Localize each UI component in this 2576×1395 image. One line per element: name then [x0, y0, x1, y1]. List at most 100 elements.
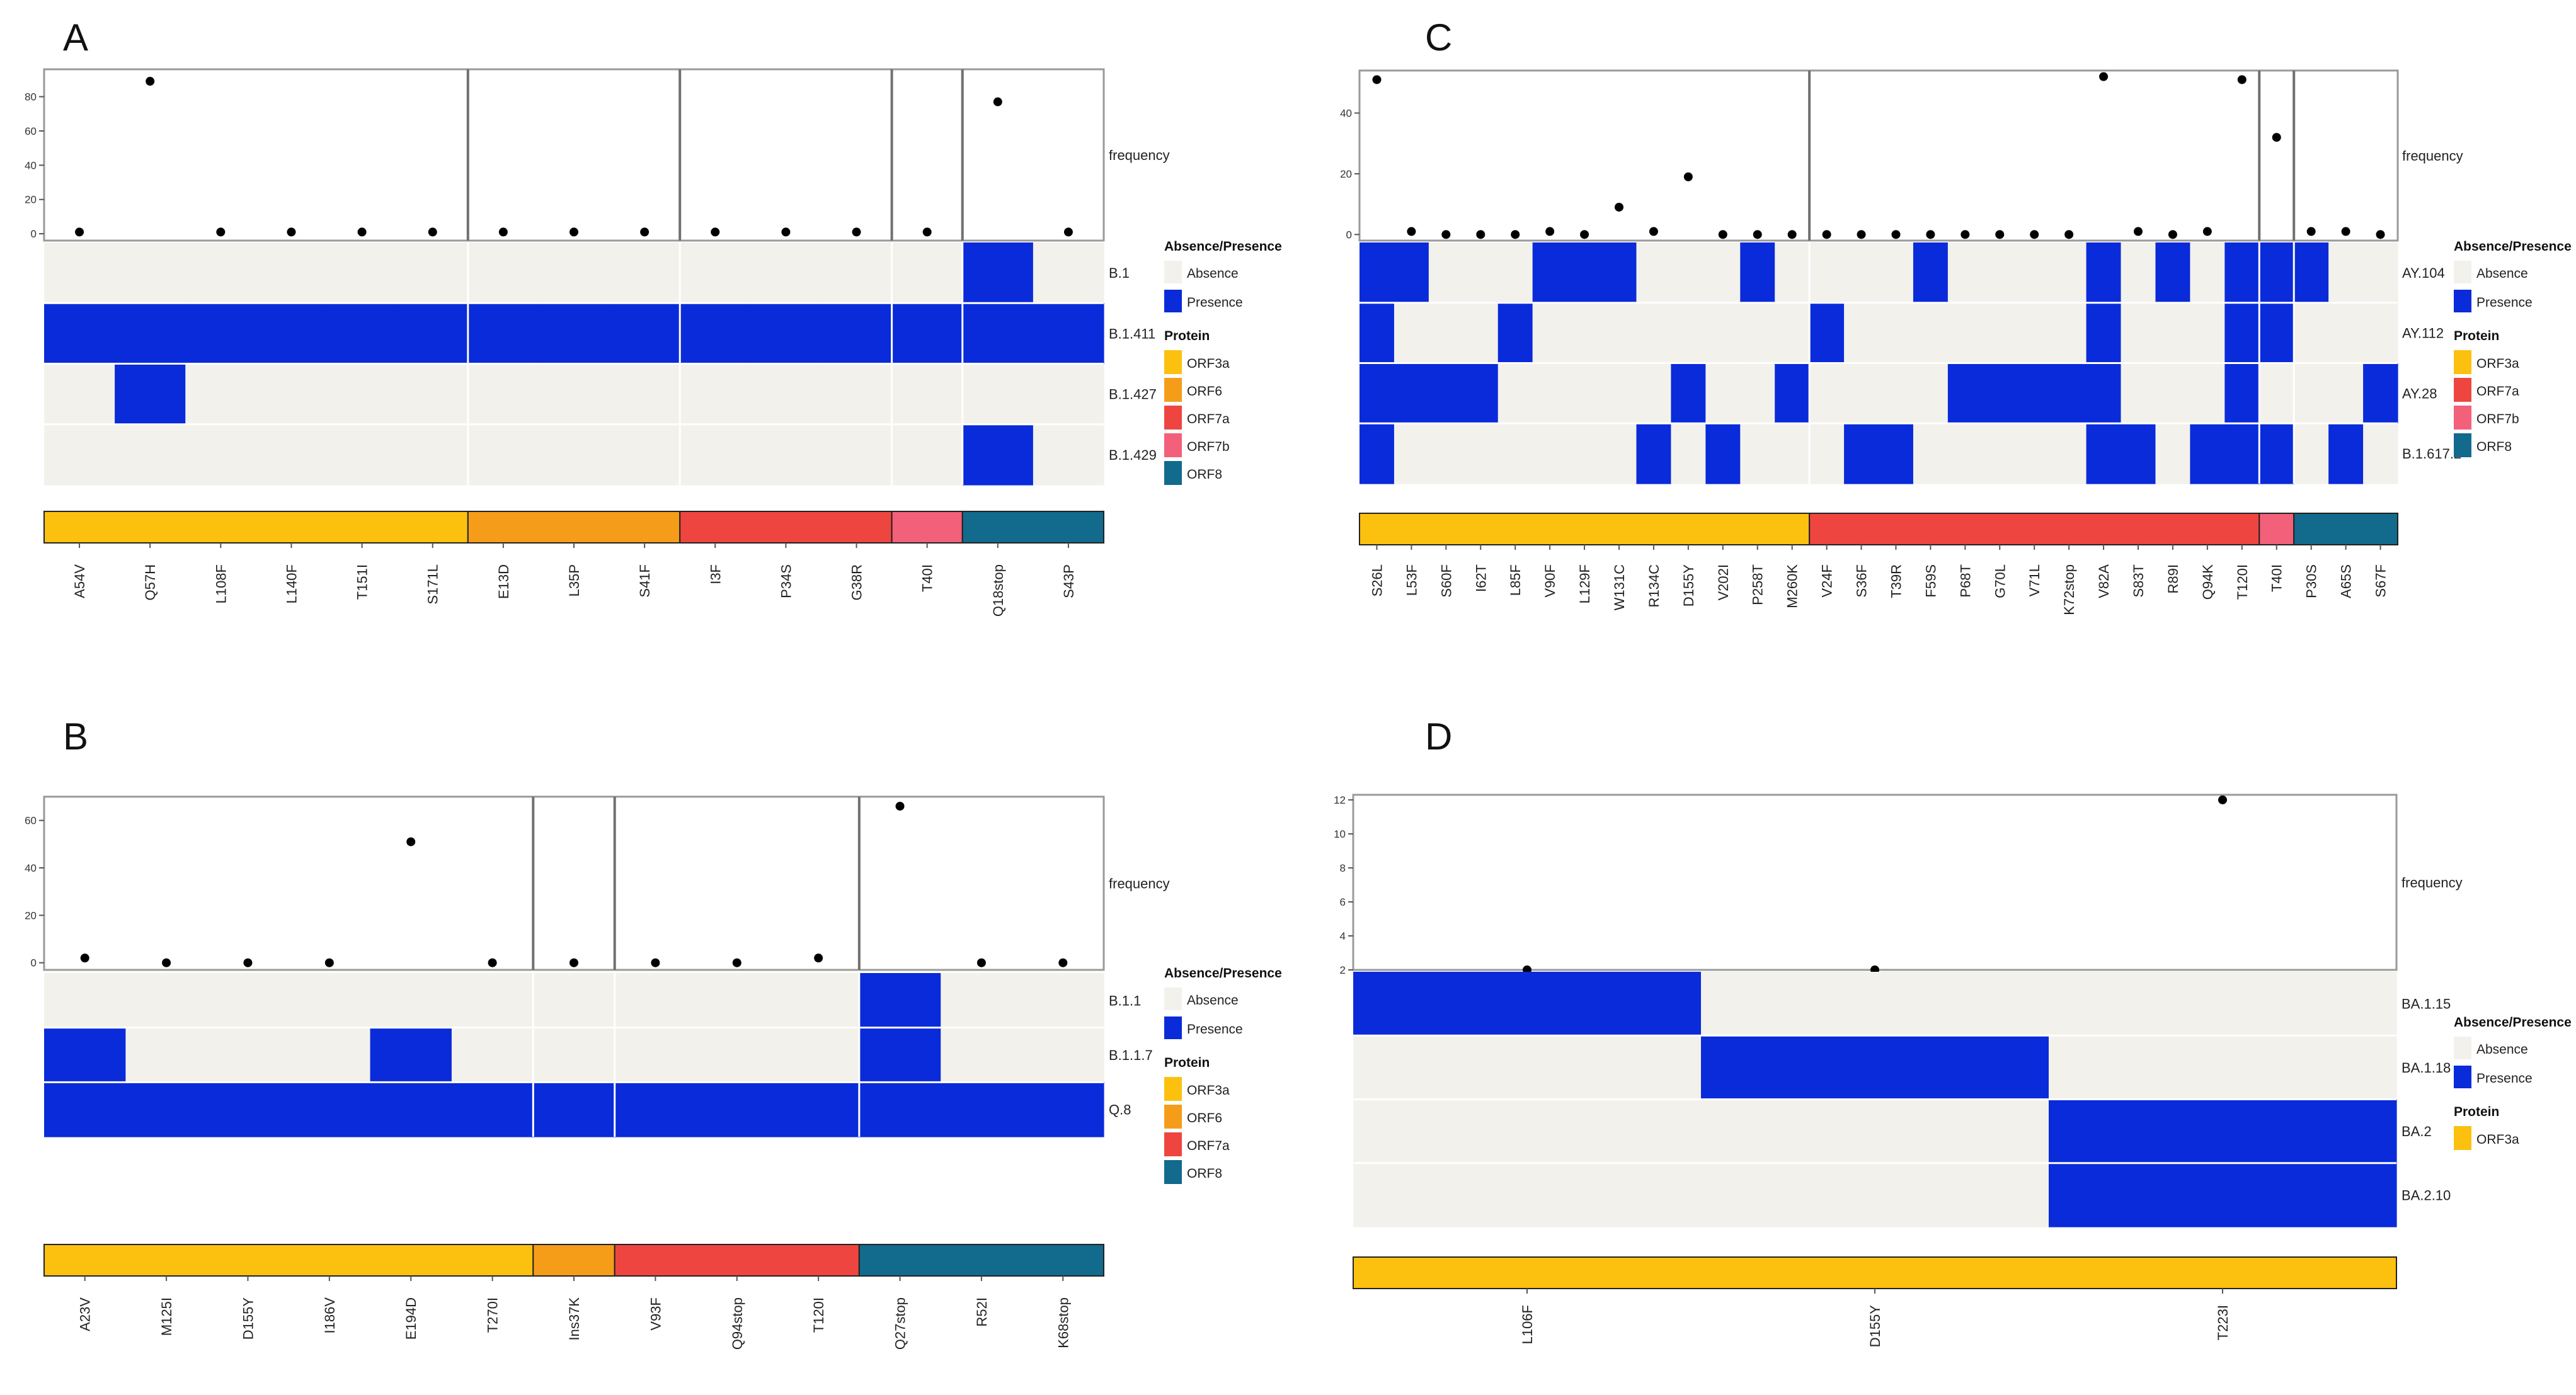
lineage-label: B.1	[1109, 265, 1130, 281]
heatmap-cell	[1463, 302, 1499, 364]
lineage-label: BA.1.18	[2401, 1060, 2451, 1076]
heatmap-cell	[1701, 1099, 2049, 1164]
legend-protein-swatch	[2454, 433, 2471, 457]
protein-bar-segment	[467, 511, 681, 544]
heatmap-cell	[1428, 423, 1464, 484]
heatmap-cell	[467, 242, 539, 304]
heatmap-cell	[538, 242, 610, 304]
heatmap-cell	[696, 1027, 779, 1083]
frequency-point	[2202, 227, 2212, 236]
mutation-label: S41F	[637, 564, 653, 598]
heatmap-cell	[2051, 302, 2087, 364]
heatmap-cell	[1844, 423, 1879, 484]
heatmap-cell	[614, 1082, 697, 1137]
frequency-point	[895, 802, 905, 811]
heatmap-cell	[533, 1082, 615, 1137]
frequency-point	[2134, 227, 2143, 236]
heatmap-cell	[451, 973, 534, 1028]
heatmap-cell	[44, 303, 115, 365]
frequency-point	[498, 227, 508, 237]
heatmap-cell	[1532, 363, 1568, 424]
frequency-point	[428, 227, 437, 237]
heatmap-cell	[1601, 363, 1637, 424]
heatmap-cell	[44, 973, 126, 1028]
heatmap-cell	[1394, 423, 1429, 484]
mutation-label: L53F	[1404, 564, 1419, 596]
heatmap-cell	[941, 1027, 1023, 1083]
heatmap-cell	[1497, 302, 1533, 364]
heatmap-cell	[1671, 242, 1706, 304]
heatmap-cell	[326, 363, 398, 425]
legend-protein-swatch	[1164, 378, 1182, 402]
heatmap-cell	[891, 242, 963, 304]
heatmap-cell	[891, 424, 963, 486]
heatmap-cell	[533, 973, 615, 1028]
frequency-point	[2341, 227, 2350, 236]
heatmap-cell	[1353, 1035, 1702, 1100]
heatmap-cell	[2259, 302, 2294, 364]
heatmap-cell	[1394, 242, 1429, 304]
heatmap-cell	[2121, 423, 2156, 484]
heatmap-cell	[2328, 242, 2364, 304]
mutation-label: T270I	[485, 1297, 501, 1333]
heatmap-cell	[859, 973, 941, 1028]
legend-protein-label: ORF7b	[2476, 412, 2519, 426]
frequency-point	[2237, 75, 2247, 84]
heatmap-cell	[1705, 242, 1741, 304]
heatmap-cell	[1775, 302, 1810, 364]
frequency-axis-label: frequency	[2402, 148, 2463, 164]
legend-presence-swatch	[1164, 290, 1182, 312]
frequency-point	[287, 227, 296, 237]
y-tick-label: 60	[25, 125, 37, 137]
mutation-label: D155Y	[1867, 1305, 1883, 1348]
heatmap-cell	[821, 303, 893, 365]
mutation-label: P68T	[1957, 564, 1973, 598]
mutation-label: L129F	[1577, 564, 1593, 603]
heatmap-cell	[2051, 423, 2087, 484]
heatmap-cell	[397, 424, 469, 486]
heatmap-cell	[185, 363, 256, 425]
legend-presence-swatch	[1164, 1016, 1182, 1039]
frequency-point	[1511, 230, 1520, 239]
legend-absence-label: Absence	[2476, 266, 2528, 281]
frequency-point	[1995, 230, 2005, 239]
legend-ap-title: Absence/Presence	[1164, 239, 1282, 254]
frequency-point	[976, 958, 986, 967]
lineage-label: B.1.1.7	[1109, 1047, 1153, 1063]
frequency-point	[1545, 227, 1555, 236]
mutation-label: I186V	[322, 1297, 338, 1334]
legend-protein-swatch	[2454, 378, 2471, 402]
frequency-point	[651, 958, 660, 967]
heatmap-cell	[680, 303, 751, 365]
lineage-label: B.1.1	[1109, 993, 1141, 1008]
frequency-point	[2064, 230, 2074, 239]
heatmap-cell	[859, 1082, 941, 1137]
heatmap-cell	[2294, 363, 2329, 424]
heatmap-cell	[2190, 363, 2225, 424]
heatmap-cell	[44, 363, 115, 425]
y-tick-label: 80	[25, 91, 37, 103]
heatmap-cell	[125, 973, 208, 1028]
heatmap-cell	[538, 303, 610, 365]
heatmap-cell	[2294, 423, 2329, 484]
heatmap-cell	[533, 1027, 615, 1083]
frequency-point	[1580, 230, 1589, 239]
legend-presence-label: Presence	[1187, 295, 1243, 310]
heatmap-cell	[777, 1082, 860, 1137]
legend-protein-swatch	[1164, 406, 1182, 430]
frequency-point	[2306, 227, 2316, 236]
heatmap-cell	[1497, 242, 1533, 304]
heatmap-cell	[1671, 363, 1706, 424]
frequency-point	[2218, 795, 2227, 805]
heatmap-cell	[680, 242, 751, 304]
mutation-label: P34S	[778, 564, 794, 598]
frequency-point	[1407, 227, 1416, 236]
heatmap-cell	[680, 424, 751, 486]
heatmap-cell	[1033, 303, 1104, 365]
heatmap-cell	[1353, 972, 1702, 1036]
legend-presence-label: Presence	[1187, 1022, 1243, 1037]
heatmap-cell	[1636, 363, 1671, 424]
frequency-axis-label: frequency	[2401, 875, 2463, 891]
legend-presence-swatch	[2454, 290, 2471, 312]
heatmap-cell	[1809, 423, 1845, 484]
